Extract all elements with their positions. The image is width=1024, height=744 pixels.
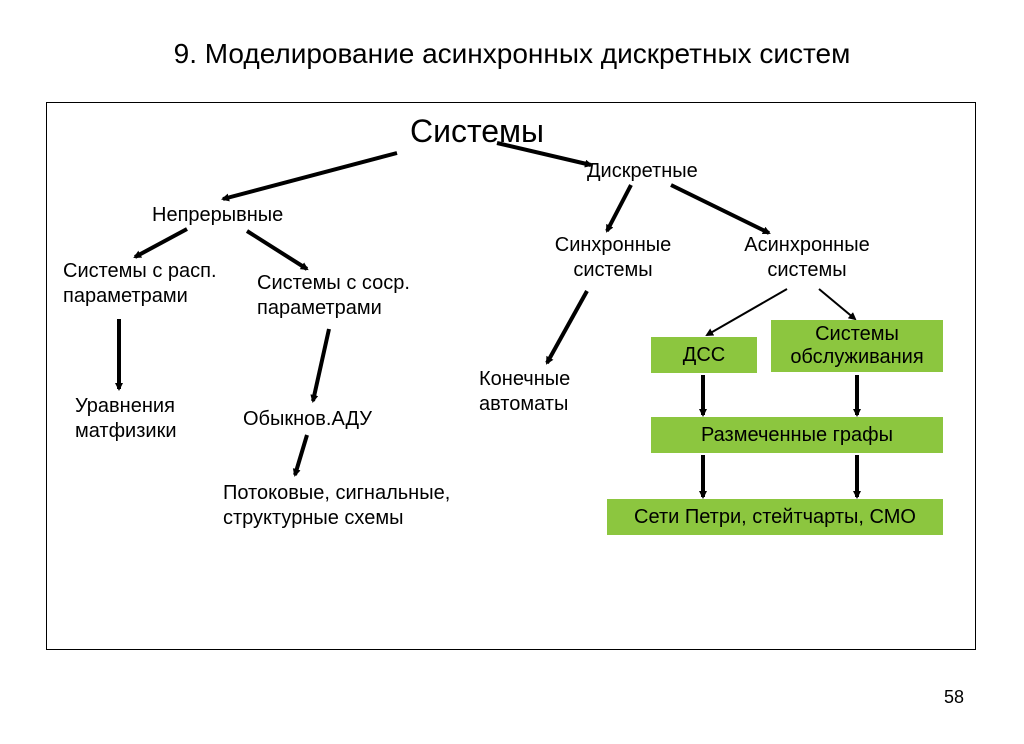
node-continuous: Непрерывные <box>152 203 372 228</box>
node-async: Асинхронные системы <box>722 233 892 283</box>
slide-title: 9. Моделирование асинхронных дискретных … <box>0 38 1024 70</box>
node-rasp: Системы с расп. параметрами <box>63 259 253 309</box>
diagram-frame: Системы Дискретные Непрерывные Синхронны… <box>46 102 976 650</box>
box-service: Системы обслуживания <box>771 320 943 372</box>
box-dss: ДСС <box>651 337 757 373</box>
node-matphys: Уравнения матфизики <box>75 394 245 444</box>
node-sosr: Системы с соср. параметрами <box>257 271 457 321</box>
node-adu: Обыкнов.АДУ <box>243 407 423 432</box>
node-discrete: Дискретные <box>587 159 767 184</box>
box-petri: Сети Петри, стейтчарты, СМО <box>607 499 943 535</box>
node-automata: Конечные автоматы <box>479 367 619 417</box>
page-number: 58 <box>944 687 964 708</box>
slide: 9. Моделирование асинхронных дискретных … <box>0 0 1024 744</box>
box-graphs: Размеченные графы <box>651 417 943 453</box>
node-schemes: Потоковые, сигнальные, структурные схемы <box>223 481 523 531</box>
node-root: Системы <box>327 111 627 151</box>
node-sync: Синхронные системы <box>533 233 693 283</box>
